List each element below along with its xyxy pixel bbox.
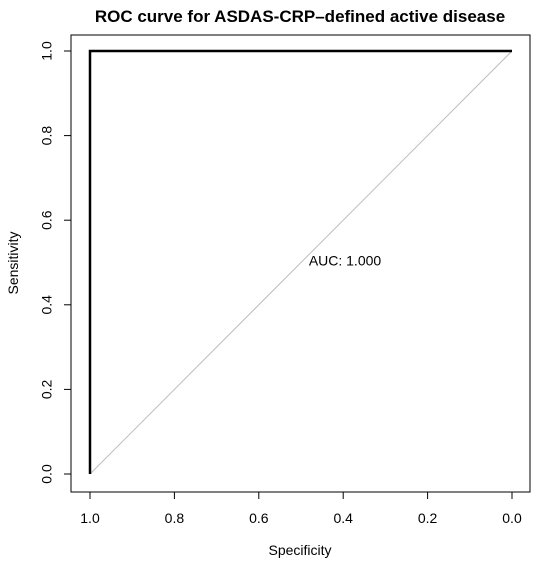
x-tick-label: 0.6 (249, 510, 269, 526)
y-tick-label: 0.8 (39, 126, 55, 146)
y-axis-label: Sensitivity (5, 231, 21, 294)
x-axis-label: Specificity (268, 542, 331, 558)
series-layer (88, 49, 513, 475)
x-tick-label: 0.8 (165, 510, 185, 526)
x-tick-label: 1.0 (80, 510, 100, 526)
x-tick-label: 0.0 (502, 510, 522, 526)
y-tick-label: 0.2 (39, 379, 55, 399)
x-tick-label: 0.2 (418, 510, 438, 526)
auc-annotation: AUC: 1.000 (309, 253, 382, 269)
x-tick-label: 0.4 (333, 510, 353, 526)
y-tick-label: 0.4 (39, 295, 55, 315)
y-tick-label: 0.6 (39, 210, 55, 230)
y-tick-label: 0.0 (39, 464, 55, 484)
reference-diagonal-line (89, 50, 513, 475)
x-axis: 1.0 0.8 0.6 0.4 0.2 0.0 (80, 491, 522, 526)
y-tick-label: 1.0 (39, 41, 55, 61)
chart-title: ROC curve for ASDAS-CRP–defined active d… (95, 7, 505, 26)
y-axis: 0.0 0.2 0.4 0.6 0.8 1.0 (39, 41, 72, 484)
roc-curve-line (88, 49, 512, 474)
